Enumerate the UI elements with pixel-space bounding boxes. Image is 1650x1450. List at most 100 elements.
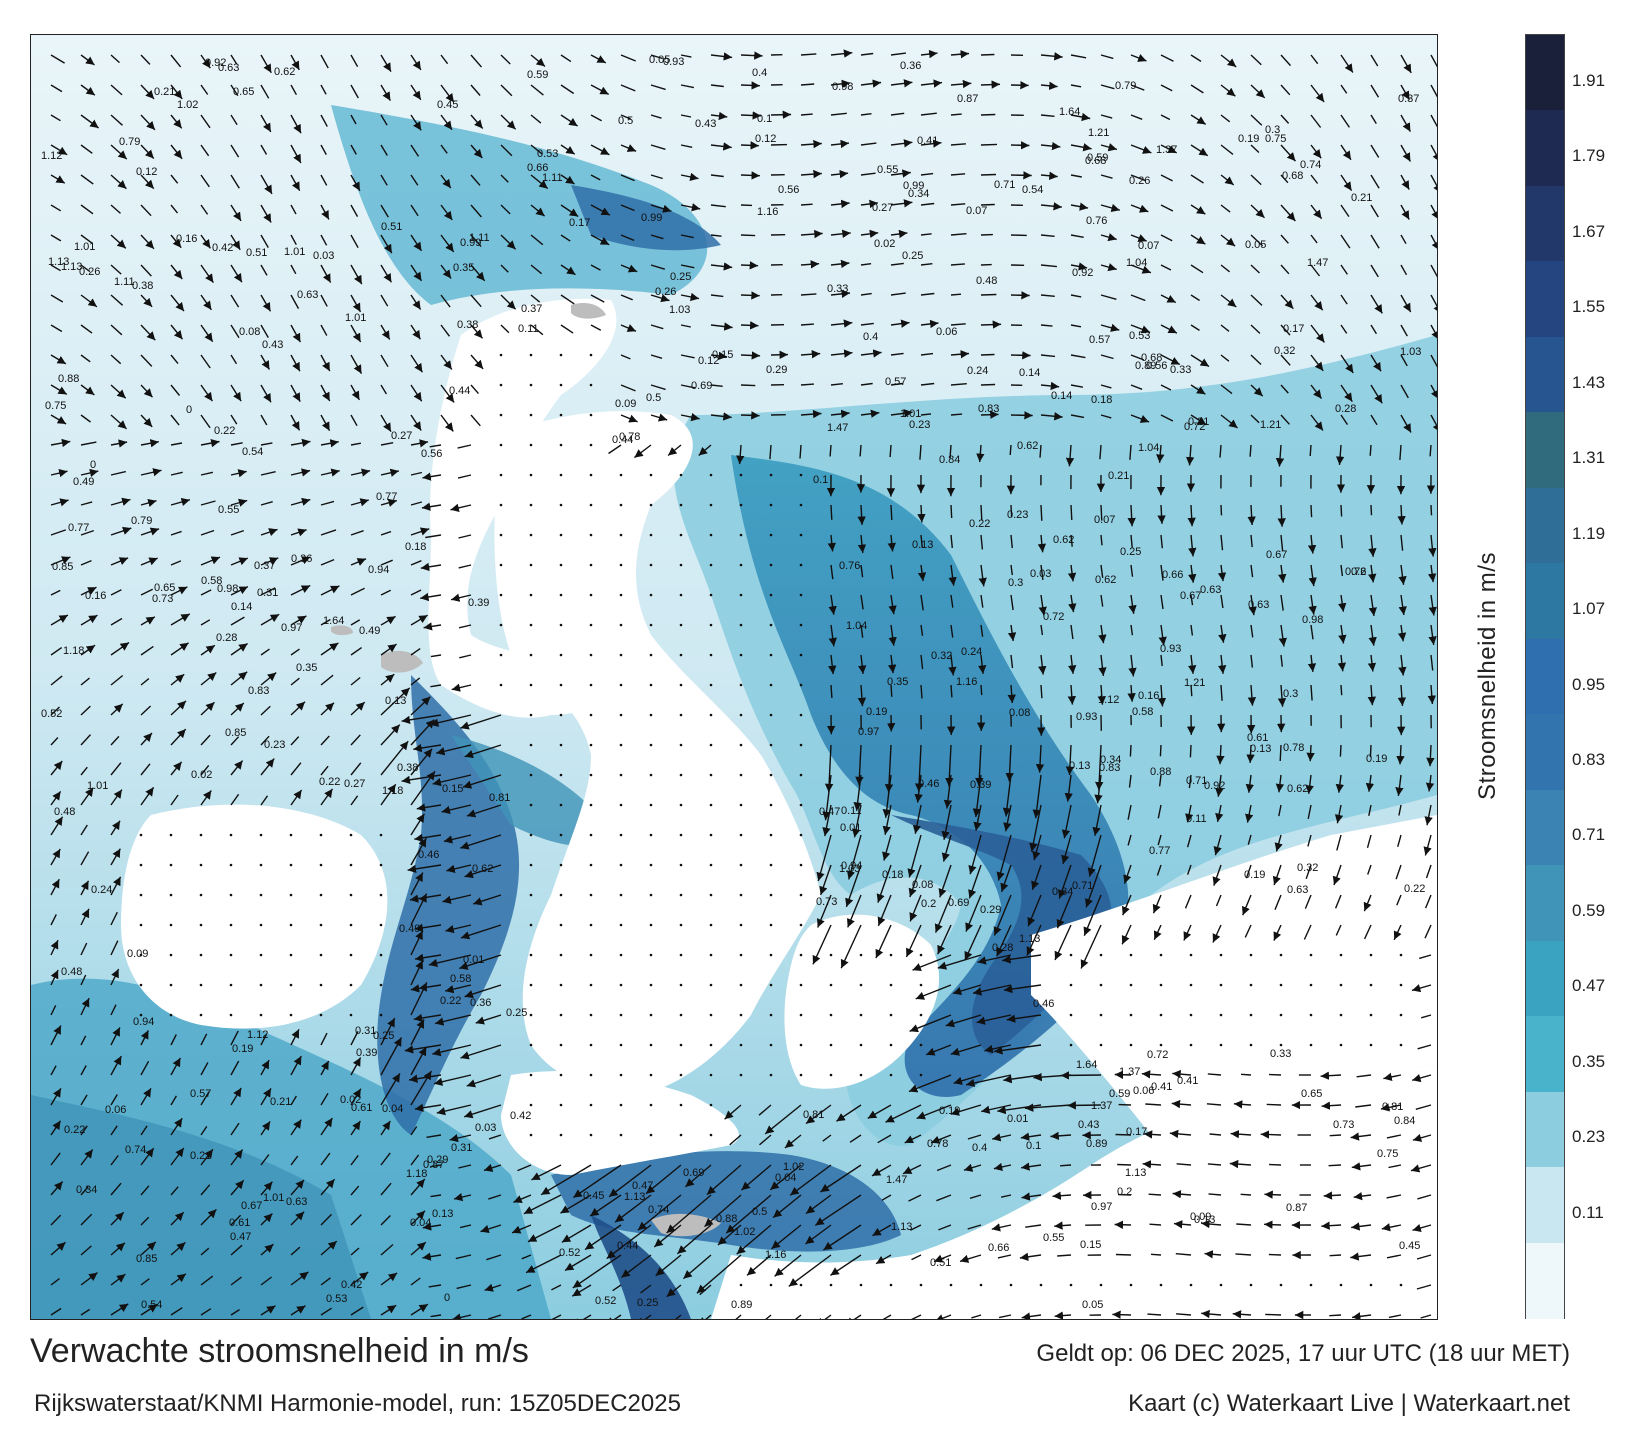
current-arrow <box>110 264 122 275</box>
current-arrow <box>380 643 398 656</box>
grid-dot <box>1129 1013 1133 1017</box>
speed-label: 0.32 <box>931 650 952 662</box>
current-arrow <box>650 324 664 330</box>
current-arrow <box>1130 114 1143 120</box>
speed-label: 0.27 <box>872 202 893 214</box>
grid-dot <box>1129 953 1133 957</box>
current-arrow <box>440 354 453 370</box>
current-arrow <box>410 414 422 431</box>
current-arrow <box>290 528 307 537</box>
map-canvas: 0.230.180.380.330.220.210.150.140.120.24… <box>31 35 1437 1319</box>
current-arrow <box>80 851 90 866</box>
grid-dot <box>259 833 263 837</box>
current-arrow <box>290 1119 302 1136</box>
grid-dot <box>289 863 293 867</box>
current-arrow <box>1220 174 1235 186</box>
current-arrow <box>230 585 249 596</box>
current-arrow <box>740 351 761 360</box>
current-arrow <box>950 233 967 236</box>
current-arrow <box>1430 504 1433 516</box>
current-arrow <box>290 1055 302 1076</box>
current-arrow <box>80 908 90 926</box>
current-arrow <box>636 1314 652 1319</box>
speed-label: 0.21 <box>190 1150 211 1162</box>
speed-label: 0.13 <box>912 539 933 551</box>
current-arrow <box>1370 504 1373 516</box>
current-arrow <box>433 1074 472 1086</box>
current-arrow <box>640 1284 652 1294</box>
current-arrow <box>414 923 442 932</box>
current-arrow <box>830 169 849 179</box>
current-arrow <box>725 1194 772 1234</box>
grid-dot <box>859 1043 863 1047</box>
current-arrow <box>1363 924 1372 940</box>
current-arrow <box>710 294 724 298</box>
current-arrow <box>830 349 853 358</box>
speed-label: 0.08 <box>1009 707 1030 719</box>
current-arrow <box>260 114 272 133</box>
current-arrow <box>200 144 210 157</box>
speed-label: 0.69 <box>691 380 712 392</box>
current-arrow <box>889 444 892 458</box>
current-arrow <box>560 264 576 276</box>
current-arrow <box>655 1254 682 1277</box>
current-arrow <box>650 234 664 240</box>
current-arrow <box>770 110 792 119</box>
current-arrow <box>80 441 97 446</box>
grid-dot <box>799 983 803 987</box>
grid-dot <box>829 1013 833 1017</box>
current-arrow <box>50 1152 61 1166</box>
current-arrow <box>350 264 363 285</box>
current-arrow <box>1038 594 1047 616</box>
current-arrow <box>230 1309 240 1316</box>
current-arrow <box>464 984 502 999</box>
current-arrow <box>1340 54 1354 73</box>
current-arrow <box>200 414 211 429</box>
current-arrow <box>50 498 69 507</box>
current-arrow <box>420 562 442 572</box>
current-arrow <box>650 413 668 422</box>
speed-label: 0.02 <box>340 1094 361 1106</box>
current-arrow <box>1040 171 1058 180</box>
grid-dot <box>199 833 203 837</box>
current-arrow <box>1400 114 1412 132</box>
current-arrow <box>1160 384 1172 391</box>
speed-label: 1.02 <box>177 99 198 111</box>
grid-dot <box>799 893 803 897</box>
current-arrow <box>1335 924 1342 936</box>
current-arrow <box>140 557 158 566</box>
current-arrow <box>410 501 422 506</box>
current-arrow <box>1220 684 1223 701</box>
grid-dot <box>799 713 803 717</box>
current-arrow <box>1128 774 1132 788</box>
current-arrow <box>735 1314 742 1319</box>
grid-dot <box>559 803 563 807</box>
current-arrow <box>736 1224 772 1255</box>
grid-dot <box>799 1043 803 1047</box>
speed-label: 0.85 <box>225 727 246 739</box>
speed-label: 0.19 <box>1244 869 1265 881</box>
current-arrow <box>110 234 127 249</box>
grid-dot <box>1099 983 1103 987</box>
current-arrow <box>459 954 502 970</box>
speed-label: 0.4 <box>752 67 767 79</box>
current-arrow <box>200 324 214 343</box>
grid-dot <box>769 653 773 657</box>
speed-label: 0.75 <box>45 400 66 412</box>
current-arrow <box>200 1184 211 1196</box>
current-arrow <box>1213 834 1222 856</box>
current-arrow <box>1190 144 1209 157</box>
current-arrow <box>1100 203 1120 213</box>
grid-dot <box>769 1013 773 1017</box>
grid-dot <box>529 923 533 927</box>
current-arrow <box>945 744 954 787</box>
current-arrow <box>50 1214 62 1226</box>
current-arrow <box>410 813 425 836</box>
current-arrow <box>410 770 436 806</box>
speed-label: 0.29 <box>766 364 787 376</box>
current-arrow <box>380 84 391 101</box>
current-arrow <box>952 984 982 996</box>
grid-dot <box>709 563 713 567</box>
current-arrow <box>1368 534 1377 557</box>
speed-label: 0.55 <box>877 164 898 176</box>
